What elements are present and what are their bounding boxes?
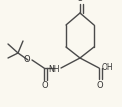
Text: O: O [42, 82, 48, 91]
Text: O: O [97, 80, 103, 89]
Text: OH: OH [102, 62, 114, 71]
Text: O: O [77, 0, 83, 3]
Text: O: O [23, 54, 30, 63]
Text: NH: NH [49, 65, 60, 74]
